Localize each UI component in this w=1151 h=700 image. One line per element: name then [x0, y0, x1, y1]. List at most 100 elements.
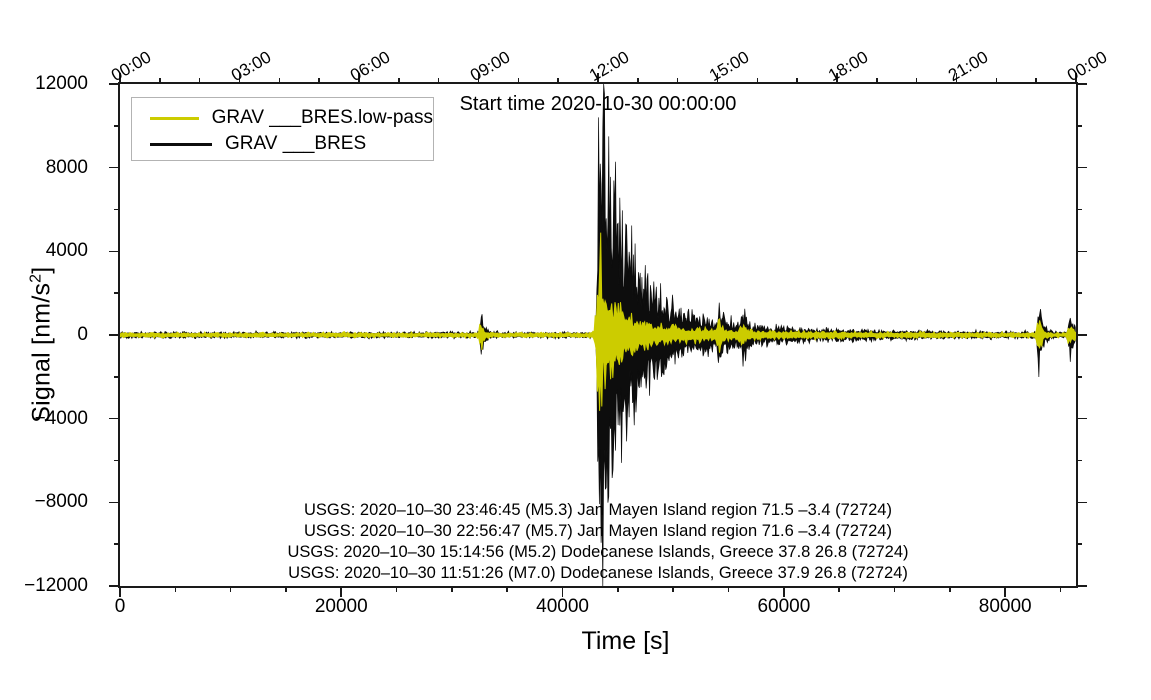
x-tick-label: 0 — [114, 596, 126, 617]
y-tick-right — [1076, 125, 1082, 127]
y-tick-right — [1076, 543, 1082, 545]
top-axis-tick — [676, 78, 679, 84]
top-axis-tick — [836, 73, 838, 84]
y-tick — [114, 459, 120, 462]
legend-color-swatch — [150, 142, 212, 146]
x-tick — [893, 586, 896, 592]
y-tick-right — [1076, 334, 1087, 336]
top-axis-tick-label: 06:00 — [347, 47, 394, 86]
y-tick-label: −8000 — [34, 491, 88, 513]
y-tick-label: 4000 — [45, 240, 88, 262]
usgs-annotation-line: USGS: 2020–10–30 11:51:26 (M7.0) Dodecan… — [288, 564, 908, 582]
top-axis-tick — [876, 78, 878, 84]
top-axis-tick-label: 00:00 — [108, 47, 155, 86]
top-axis-tick — [278, 78, 281, 84]
plot-area — [118, 82, 1078, 588]
y-tick-label: 0 — [77, 324, 88, 345]
top-axis-tick — [238, 73, 241, 84]
y-tick-right — [1076, 585, 1087, 587]
top-axis-tick-label: 21:00 — [944, 47, 991, 86]
usgs-annotations: USGS: 2020–10–30 23:46:45 (M5.3) Jan May… — [118, 500, 1078, 584]
y-tick-right — [1076, 83, 1087, 85]
y-tick-right — [1076, 250, 1087, 253]
x-tick — [174, 586, 177, 592]
x-tick — [838, 586, 840, 592]
x-tick — [561, 586, 564, 597]
x-tick — [451, 586, 453, 592]
x-tick — [229, 586, 232, 592]
top-axis-tick-label: 15:00 — [705, 47, 752, 86]
y-tick — [114, 543, 120, 545]
x-tick-label: 60000 — [757, 596, 811, 617]
y-tick-label: 8000 — [45, 156, 88, 178]
y-tick — [114, 292, 120, 294]
y-tick-label: 12000 — [35, 73, 88, 94]
y-tick — [109, 166, 120, 169]
top-axis-tick — [1075, 73, 1077, 84]
top-axis-tick — [398, 78, 400, 84]
usgs-annotation-line: USGS: 2020–10–30 22:56:47 (M5.7) Jan May… — [304, 522, 892, 540]
x-tick — [1004, 586, 1006, 597]
top-axis-tick — [517, 78, 520, 84]
x-tick-label: 40000 — [536, 596, 589, 617]
top-axis-tick — [915, 78, 918, 84]
top-axis-tick — [597, 73, 599, 84]
top-axis-tick — [796, 78, 798, 84]
y-tick-right — [1076, 292, 1082, 294]
x-tick-label: 80000 — [978, 596, 1032, 617]
top-axis-tick — [955, 73, 958, 84]
x-tick — [340, 586, 343, 597]
legend-label: GRAV ___BRES — [225, 133, 367, 154]
legend-item: GRAV ___BRES.low-pass — [132, 105, 433, 131]
top-axis-tick-label: 18:00 — [825, 47, 872, 86]
y-tick-right — [1076, 417, 1087, 420]
y-tick-label: −12000 — [24, 575, 88, 596]
y-tick-right — [1076, 166, 1087, 169]
x-tick — [285, 586, 287, 592]
legend-label: GRAV ___BRES.low-pass — [211, 107, 433, 128]
y-tick — [109, 417, 120, 420]
top-axis-tick — [198, 78, 201, 84]
top-axis-tick-label: 12:00 — [586, 47, 633, 86]
waveform-traces — [120, 84, 1076, 586]
y-tick — [109, 334, 120, 336]
legend-color-swatch — [150, 116, 199, 120]
x-tick — [506, 586, 509, 592]
usgs-annotation-line: USGS: 2020–10–30 23:46:45 (M5.3) Jan May… — [304, 501, 892, 519]
top-axis-tick — [557, 78, 559, 84]
x-tick-label: 20000 — [314, 596, 368, 617]
x-tick — [1059, 586, 1062, 592]
y-tick-right — [1076, 208, 1082, 211]
y-tick-right — [1076, 459, 1082, 462]
top-axis-tick-label: 00:00 — [1064, 47, 1111, 86]
chart-title: Start time 2020-10-30 00:00:00 — [459, 93, 737, 115]
y-tick — [114, 125, 120, 127]
top-axis-tick — [995, 78, 998, 84]
usgs-annotation-line: USGS: 2020–10–30 15:14:56 (M5.2) Dodecan… — [287, 543, 909, 561]
top-axis-tick — [1035, 78, 1037, 84]
top-axis-tick — [318, 78, 320, 84]
top-axis-tick — [637, 78, 639, 84]
x-tick — [395, 586, 398, 592]
y-tick-right — [1076, 501, 1087, 504]
top-axis-tick — [756, 78, 759, 84]
top-axis-tick — [119, 73, 121, 84]
y-tick — [114, 376, 120, 378]
top-axis-tick — [716, 73, 719, 84]
top-axis-tick — [437, 78, 440, 84]
y-tick — [109, 501, 120, 504]
x-tick — [727, 586, 730, 592]
x-axis-title: Time [s] — [581, 627, 670, 655]
legend: GRAV ___BRES.low-pass GRAV ___BRES — [131, 97, 434, 161]
x-tick — [672, 586, 675, 592]
y-tick-right — [1076, 376, 1082, 378]
top-axis-tick-label: 03:00 — [227, 47, 274, 86]
y-tick — [109, 250, 120, 253]
x-tick — [119, 586, 121, 597]
top-axis-tick-label: 09:00 — [466, 47, 513, 86]
x-tick — [949, 586, 951, 592]
y-tick — [114, 208, 120, 211]
top-axis-tick — [477, 73, 480, 84]
